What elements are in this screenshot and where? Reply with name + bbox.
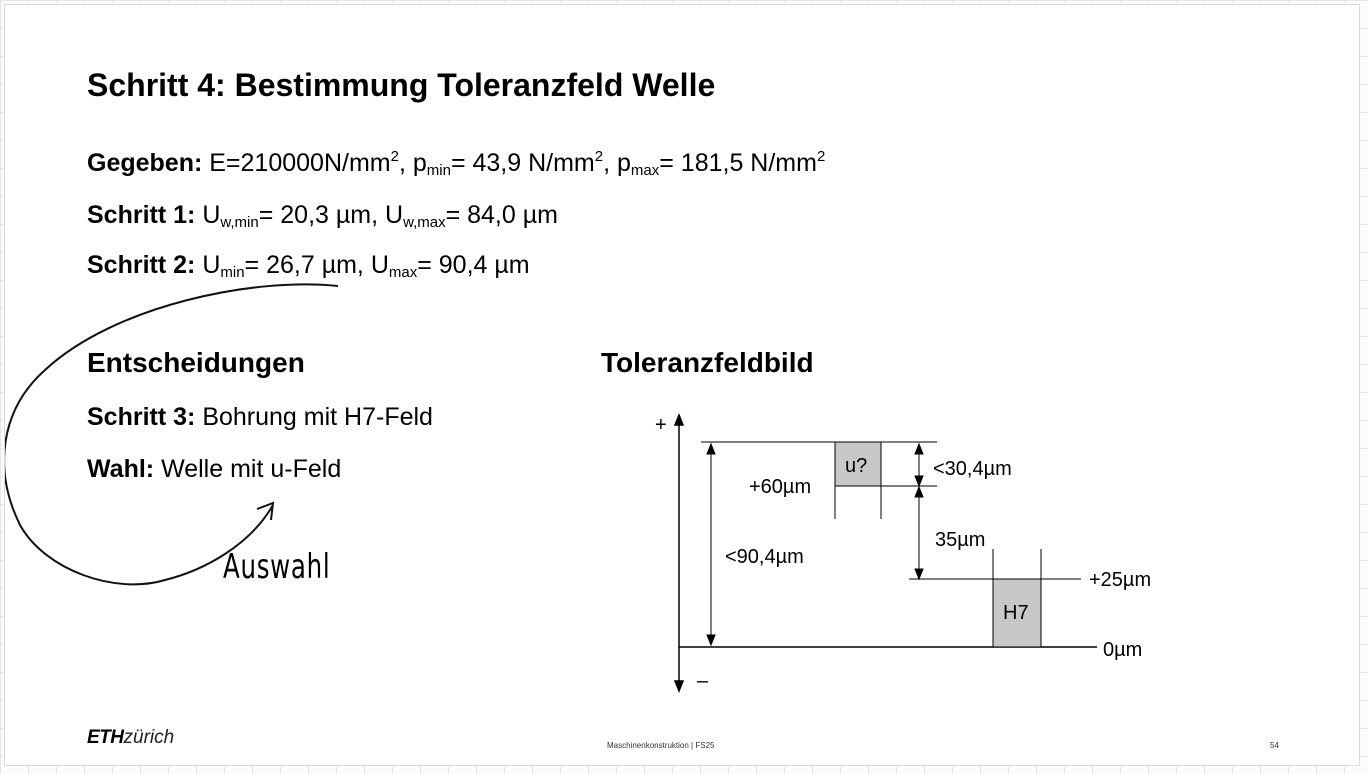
footer-page-number: 54	[1270, 741, 1279, 750]
given-pmin-value: = 43,9 N/mm	[450, 149, 595, 177]
step2-u-1: U	[202, 251, 221, 279]
axis-arrow-up	[673, 412, 685, 426]
step2-min-value: = 26,7 µm,	[244, 251, 371, 279]
given-sep-2: ,	[603, 149, 617, 177]
given-e: E=210000N/mm	[209, 149, 391, 177]
step1-line: Schritt 1: Uw,min= 20,3 µm, Uw,max= 84,0…	[87, 201, 558, 230]
step2-line: Schritt 2: Umin= 26,7 µm, Umax= 90,4 µm	[87, 251, 530, 280]
dim-90-arrow-bottom	[706, 634, 716, 647]
step2-max-sub: max	[388, 264, 418, 281]
step1-wmin-sub: w,min	[220, 214, 259, 231]
given-line: Gegeben: E=210000N/mm2, pmin= 43,9 N/mm2…	[87, 149, 825, 178]
dim-35-arrow-top	[914, 485, 924, 498]
label-lt90: <90,4µm	[725, 546, 804, 568]
axis-plus-label: +	[655, 414, 667, 436]
handwritten-loop-stroke	[5, 283, 339, 586]
step1-wmin-value: = 20,3 µm,	[258, 201, 385, 229]
dim-30-arrow-bottom	[914, 475, 924, 488]
slide: Schritt 4: Bestimmung Toleranzfeld Welle…	[4, 4, 1360, 766]
given-sep-1: ,	[398, 149, 413, 177]
footer-course: Maschinenkonstruktion | FS25	[607, 741, 715, 750]
given-pmax-sub: max	[630, 162, 660, 179]
step1-u-2: U	[385, 201, 404, 229]
eth-logo-eth: ETH	[87, 727, 124, 748]
given-pmin-exp: 2	[594, 148, 604, 165]
label-lt30: <30,4µm	[933, 458, 1012, 480]
axis-arrow-down	[673, 680, 685, 694]
handwritten-arrowhead-stroke	[256, 501, 275, 521]
eth-logo: ETHzürich	[87, 727, 174, 749]
step3-line: Schritt 3: Bohrung mit H7-Feld	[87, 403, 433, 432]
step1-label: Schritt 1:	[87, 201, 196, 229]
step2-max-value: = 90,4 µm	[417, 251, 530, 279]
given-pmax-exp: 2	[816, 148, 826, 165]
h7-box-label: H7	[1003, 602, 1029, 624]
choice-line: Wahl: Welle mit u-Feld	[87, 455, 341, 484]
decisions-heading: Entscheidungen	[87, 347, 305, 378]
given-pmax-value: = 181,5 N/mm	[659, 149, 817, 177]
handwritten-annotation-svg	[5, 283, 339, 586]
given-p-max: p	[617, 149, 631, 177]
given-pmin-sub: min	[426, 162, 451, 179]
h7-box	[992, 578, 1042, 648]
tolerance-diagram-svg: + – u? H7 +60µm <30,4µm 35µm <90,4µm +25…	[655, 412, 1151, 694]
given-p-min: p	[412, 149, 427, 177]
axis-minus-label: –	[697, 670, 709, 692]
dim-30-arrow-top	[914, 442, 924, 455]
slide-title: Schritt 4: Bestimmung Toleranzfeld Welle	[87, 67, 716, 103]
dim-35-arrow-bottom	[914, 568, 924, 581]
eth-logo-zurich: zürich	[123, 727, 175, 748]
step1-u-1: U	[202, 201, 221, 229]
handwritten-auswahl-text: Auswahl	[223, 547, 331, 587]
diagram-heading: Toleranzfeldbild	[601, 347, 814, 378]
label-0: 0µm	[1103, 639, 1142, 661]
given-e-exp: 2	[390, 148, 399, 165]
step1-wmax-value: = 84,0 µm	[445, 201, 558, 229]
choice-label: Wahl:	[87, 455, 155, 483]
dim-90-arrow-top	[706, 442, 716, 455]
label-35: 35µm	[935, 529, 985, 551]
step2-u-2: U	[370, 251, 389, 279]
label-plus60: +60µm	[749, 476, 811, 498]
choice-text: Welle mit u-Feld	[161, 455, 342, 483]
step3-label: Schritt 3:	[87, 403, 196, 431]
step2-label: Schritt 2:	[87, 251, 196, 279]
given-label: Gegeben:	[87, 149, 203, 177]
step1-wmax-sub: w,max	[403, 214, 446, 231]
u-box	[834, 441, 882, 487]
label-plus25: +25µm	[1089, 569, 1151, 591]
step2-min-sub: min	[220, 264, 245, 281]
step3-text: Bohrung mit H7-Feld	[202, 403, 433, 431]
u-box-label: u?	[845, 455, 867, 477]
